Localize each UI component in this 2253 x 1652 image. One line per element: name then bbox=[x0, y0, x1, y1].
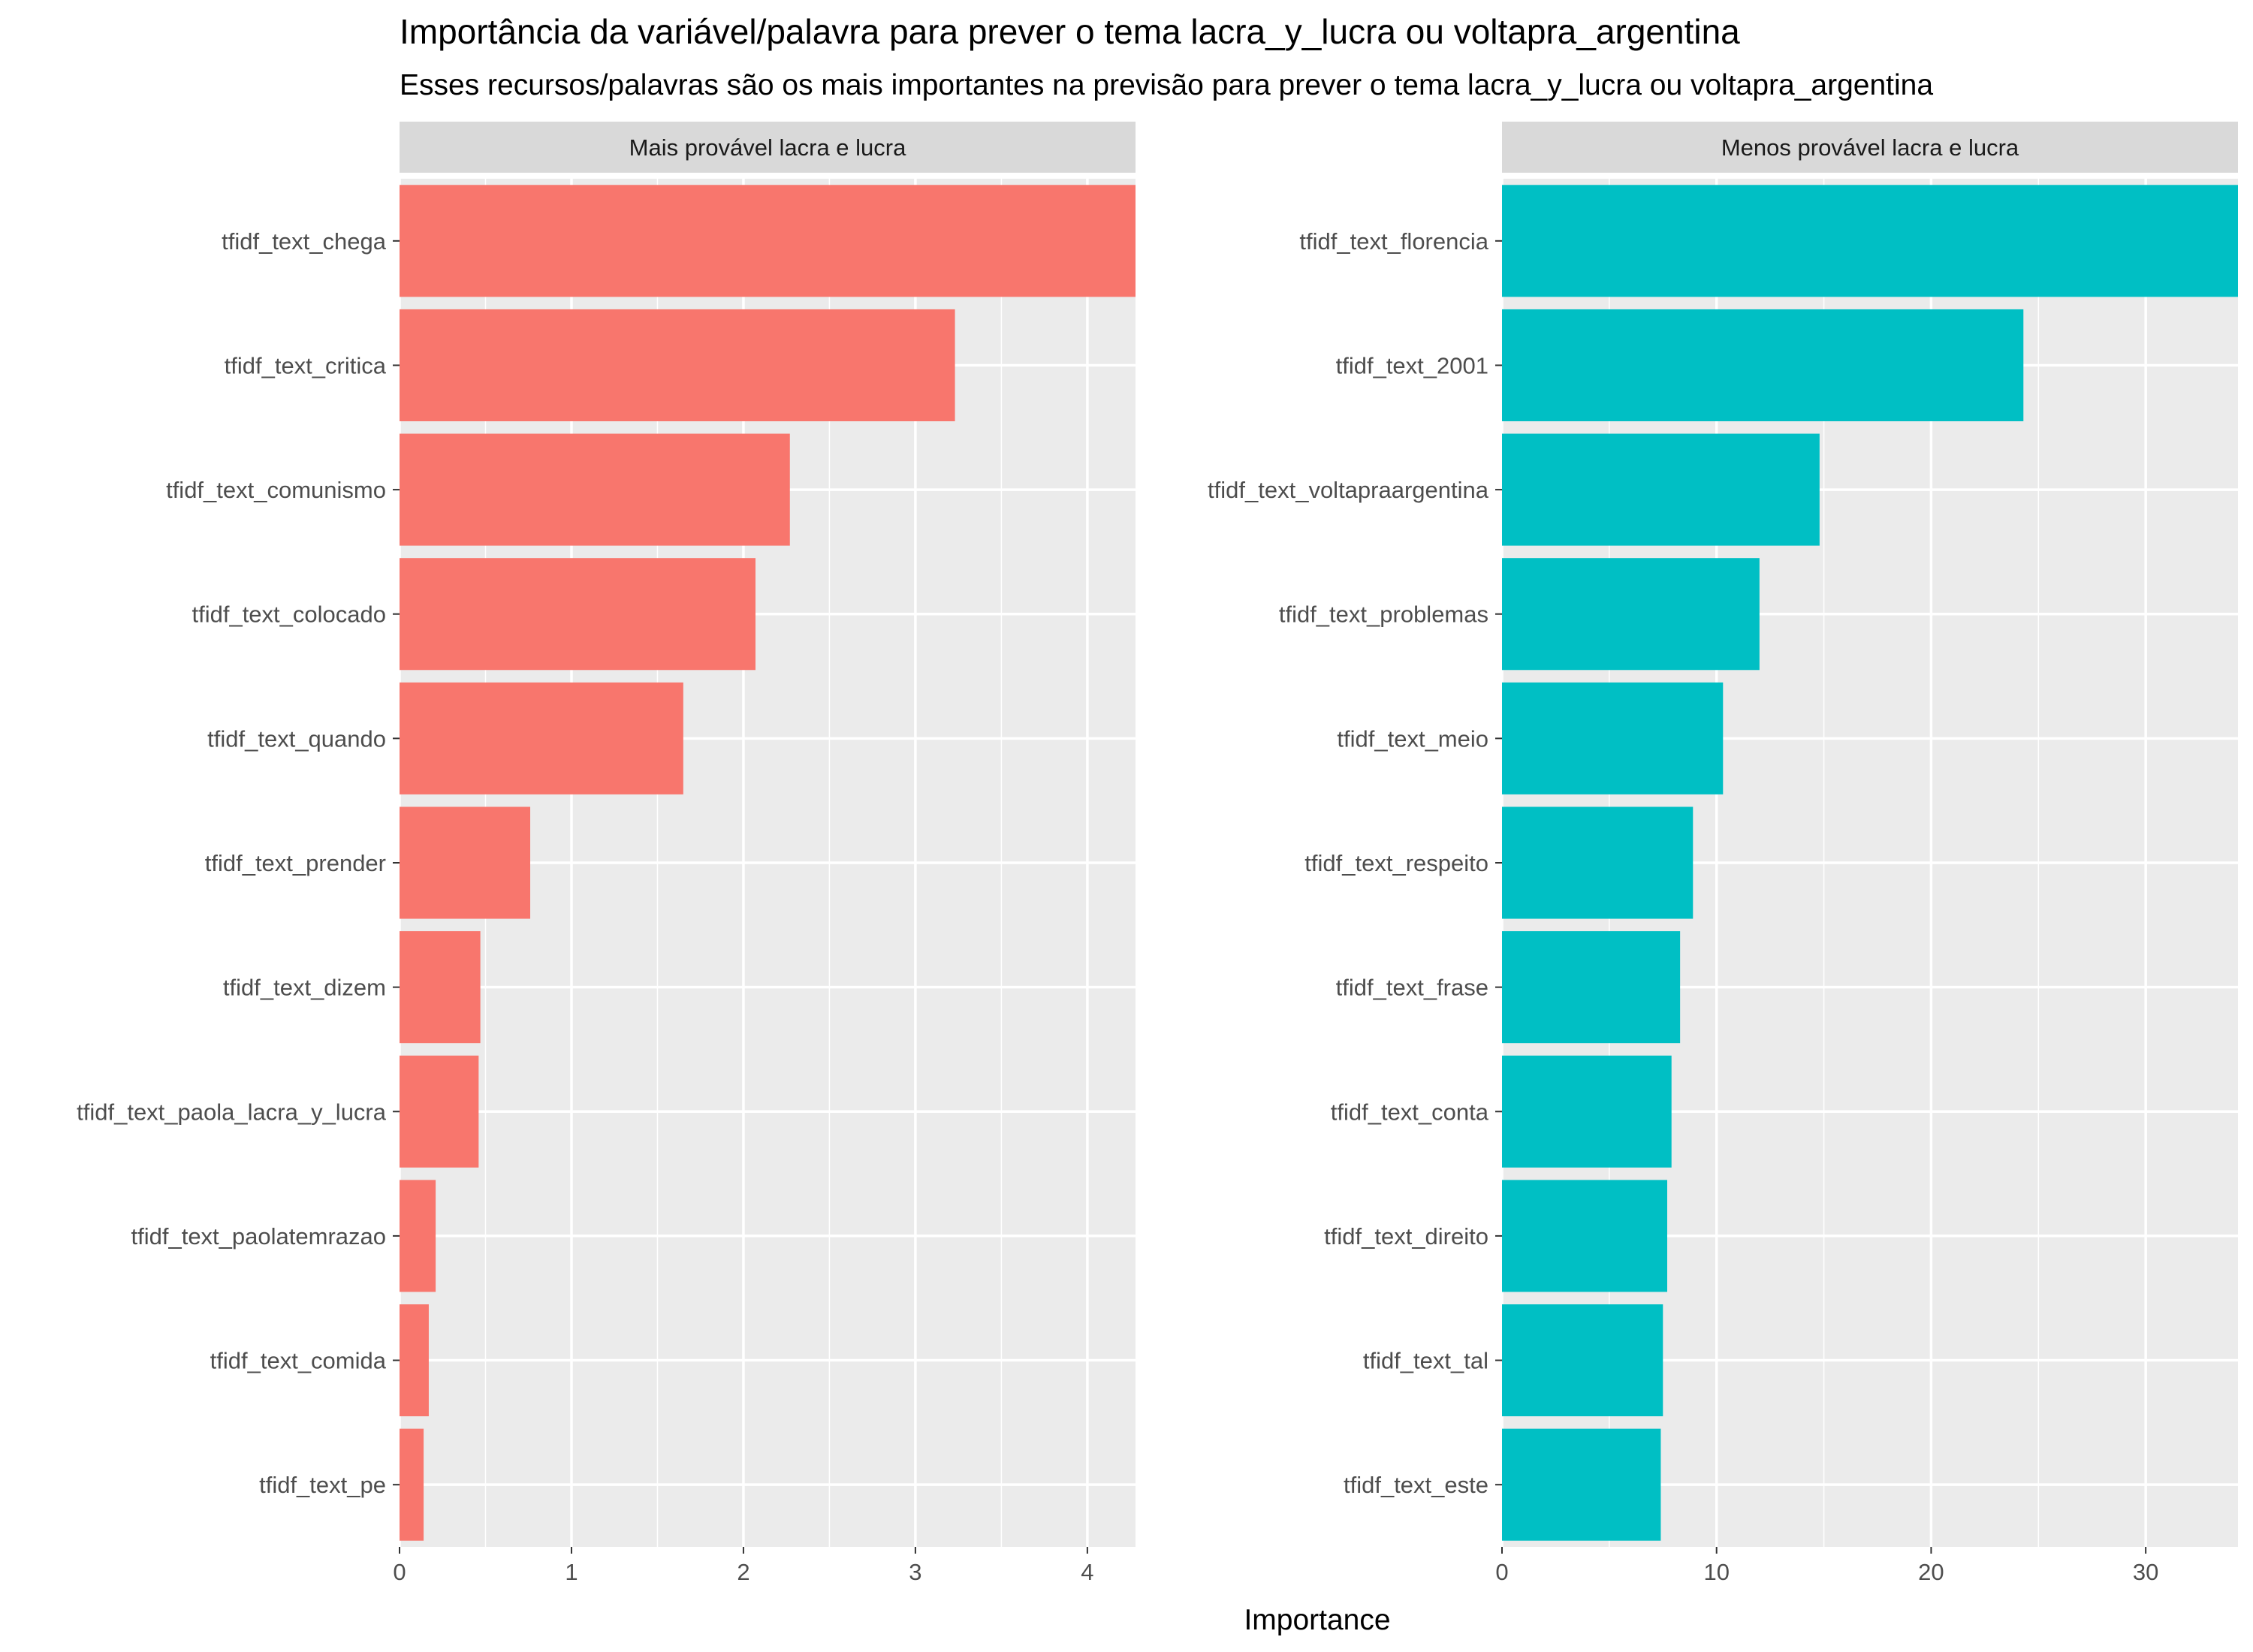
bar bbox=[1502, 309, 2024, 421]
bar bbox=[400, 1428, 424, 1541]
x-tick-label: 3 bbox=[909, 1559, 921, 1585]
y-tick-label: tfidf_text_comunismo bbox=[166, 477, 386, 503]
y-tick-label: tfidf_text_2001 bbox=[1336, 352, 1488, 378]
y-tick-label: tfidf_text_prender bbox=[205, 850, 386, 876]
y-tick-label: tfidf_text_colocado bbox=[192, 601, 386, 628]
x-tick-label: 10 bbox=[1703, 1559, 1729, 1585]
x-tick-label: 30 bbox=[2133, 1559, 2158, 1585]
bar bbox=[400, 1180, 436, 1292]
y-tick-label: tfidf_text_dizem bbox=[223, 975, 386, 1001]
y-tick-label: tfidf_text_comida bbox=[210, 1348, 387, 1374]
x-tick-label: 0 bbox=[393, 1559, 406, 1585]
y-tick-label: tfidf_text_critica bbox=[225, 352, 387, 378]
bar bbox=[1502, 931, 1681, 1044]
y-tick-label: tfidf_text_respeito bbox=[1304, 850, 1488, 876]
x-axis-title: Importance bbox=[1244, 1604, 1390, 1636]
chart-subtitle: Esses recursos/palavras são os mais impo… bbox=[400, 69, 1933, 101]
bar bbox=[400, 309, 955, 421]
panel-strip-label: Menos provável lacra e lucra bbox=[1721, 134, 2019, 161]
y-tick-label: tfidf_text_este bbox=[1344, 1472, 1488, 1498]
bar bbox=[1502, 433, 1820, 546]
x-tick-label: 20 bbox=[1918, 1559, 1944, 1585]
panel-strip-label: Mais provável lacra e lucra bbox=[629, 134, 906, 161]
panels-layer: Mais provável lacra e lucra tfidf_text_ch… bbox=[77, 122, 2238, 1585]
chart-title: Importância da variável/palavra para pre… bbox=[400, 12, 1740, 51]
y-tick-label: tfidf_text_florencia bbox=[1299, 228, 1488, 255]
bar bbox=[1502, 806, 1694, 919]
panel-strip bbox=[1502, 122, 2238, 173]
x-tick-label: 1 bbox=[565, 1559, 578, 1585]
y-tick-label: tfidf_text_pe bbox=[259, 1472, 386, 1498]
bar bbox=[400, 1055, 479, 1168]
bar bbox=[400, 433, 790, 546]
bar bbox=[1502, 185, 2238, 297]
y-tick-label: tfidf_text_direito bbox=[1324, 1223, 1488, 1250]
y-tick-label: tfidf_text_paola_lacra_y_lucra bbox=[77, 1099, 387, 1125]
y-tick-label: tfidf_text_problemas bbox=[1279, 601, 1488, 628]
y-tick-label: tfidf_text_paolatemrazao bbox=[131, 1223, 387, 1250]
y-tick-label: tfidf_text_tal bbox=[1363, 1348, 1488, 1374]
y-tick-label: tfidf_text_quando bbox=[207, 725, 386, 752]
bar bbox=[1502, 1304, 1663, 1417]
bar bbox=[1502, 558, 1760, 671]
bar bbox=[1502, 1428, 1661, 1541]
x-tick-label: 2 bbox=[737, 1559, 749, 1585]
bar bbox=[1502, 1180, 1667, 1292]
y-tick-label: tfidf_text_meio bbox=[1337, 725, 1488, 752]
x-tick-label: 0 bbox=[1495, 1559, 1508, 1585]
panel-strip bbox=[400, 122, 1136, 173]
bar bbox=[400, 682, 683, 794]
x-tick-label: 4 bbox=[1081, 1559, 1093, 1585]
bar bbox=[1502, 1055, 1672, 1168]
y-tick-label: tfidf_text_conta bbox=[1331, 1099, 1489, 1125]
bar bbox=[400, 185, 1136, 297]
y-tick-label: tfidf_text_voltapraargentina bbox=[1208, 477, 1489, 503]
bar bbox=[400, 1304, 429, 1417]
bar bbox=[400, 806, 531, 919]
y-tick-label: tfidf_text_frase bbox=[1336, 975, 1488, 1001]
panel-1: Mais provável lacra e lucra tfidf_text_ch… bbox=[77, 122, 1136, 1585]
panel-2: Menos provável lacra e lucra tfidf_text_f… bbox=[1208, 122, 2238, 1585]
bar bbox=[400, 931, 481, 1044]
bar bbox=[400, 558, 756, 671]
y-tick-label: tfidf_text_chega bbox=[222, 228, 387, 255]
bar bbox=[1502, 682, 1724, 794]
